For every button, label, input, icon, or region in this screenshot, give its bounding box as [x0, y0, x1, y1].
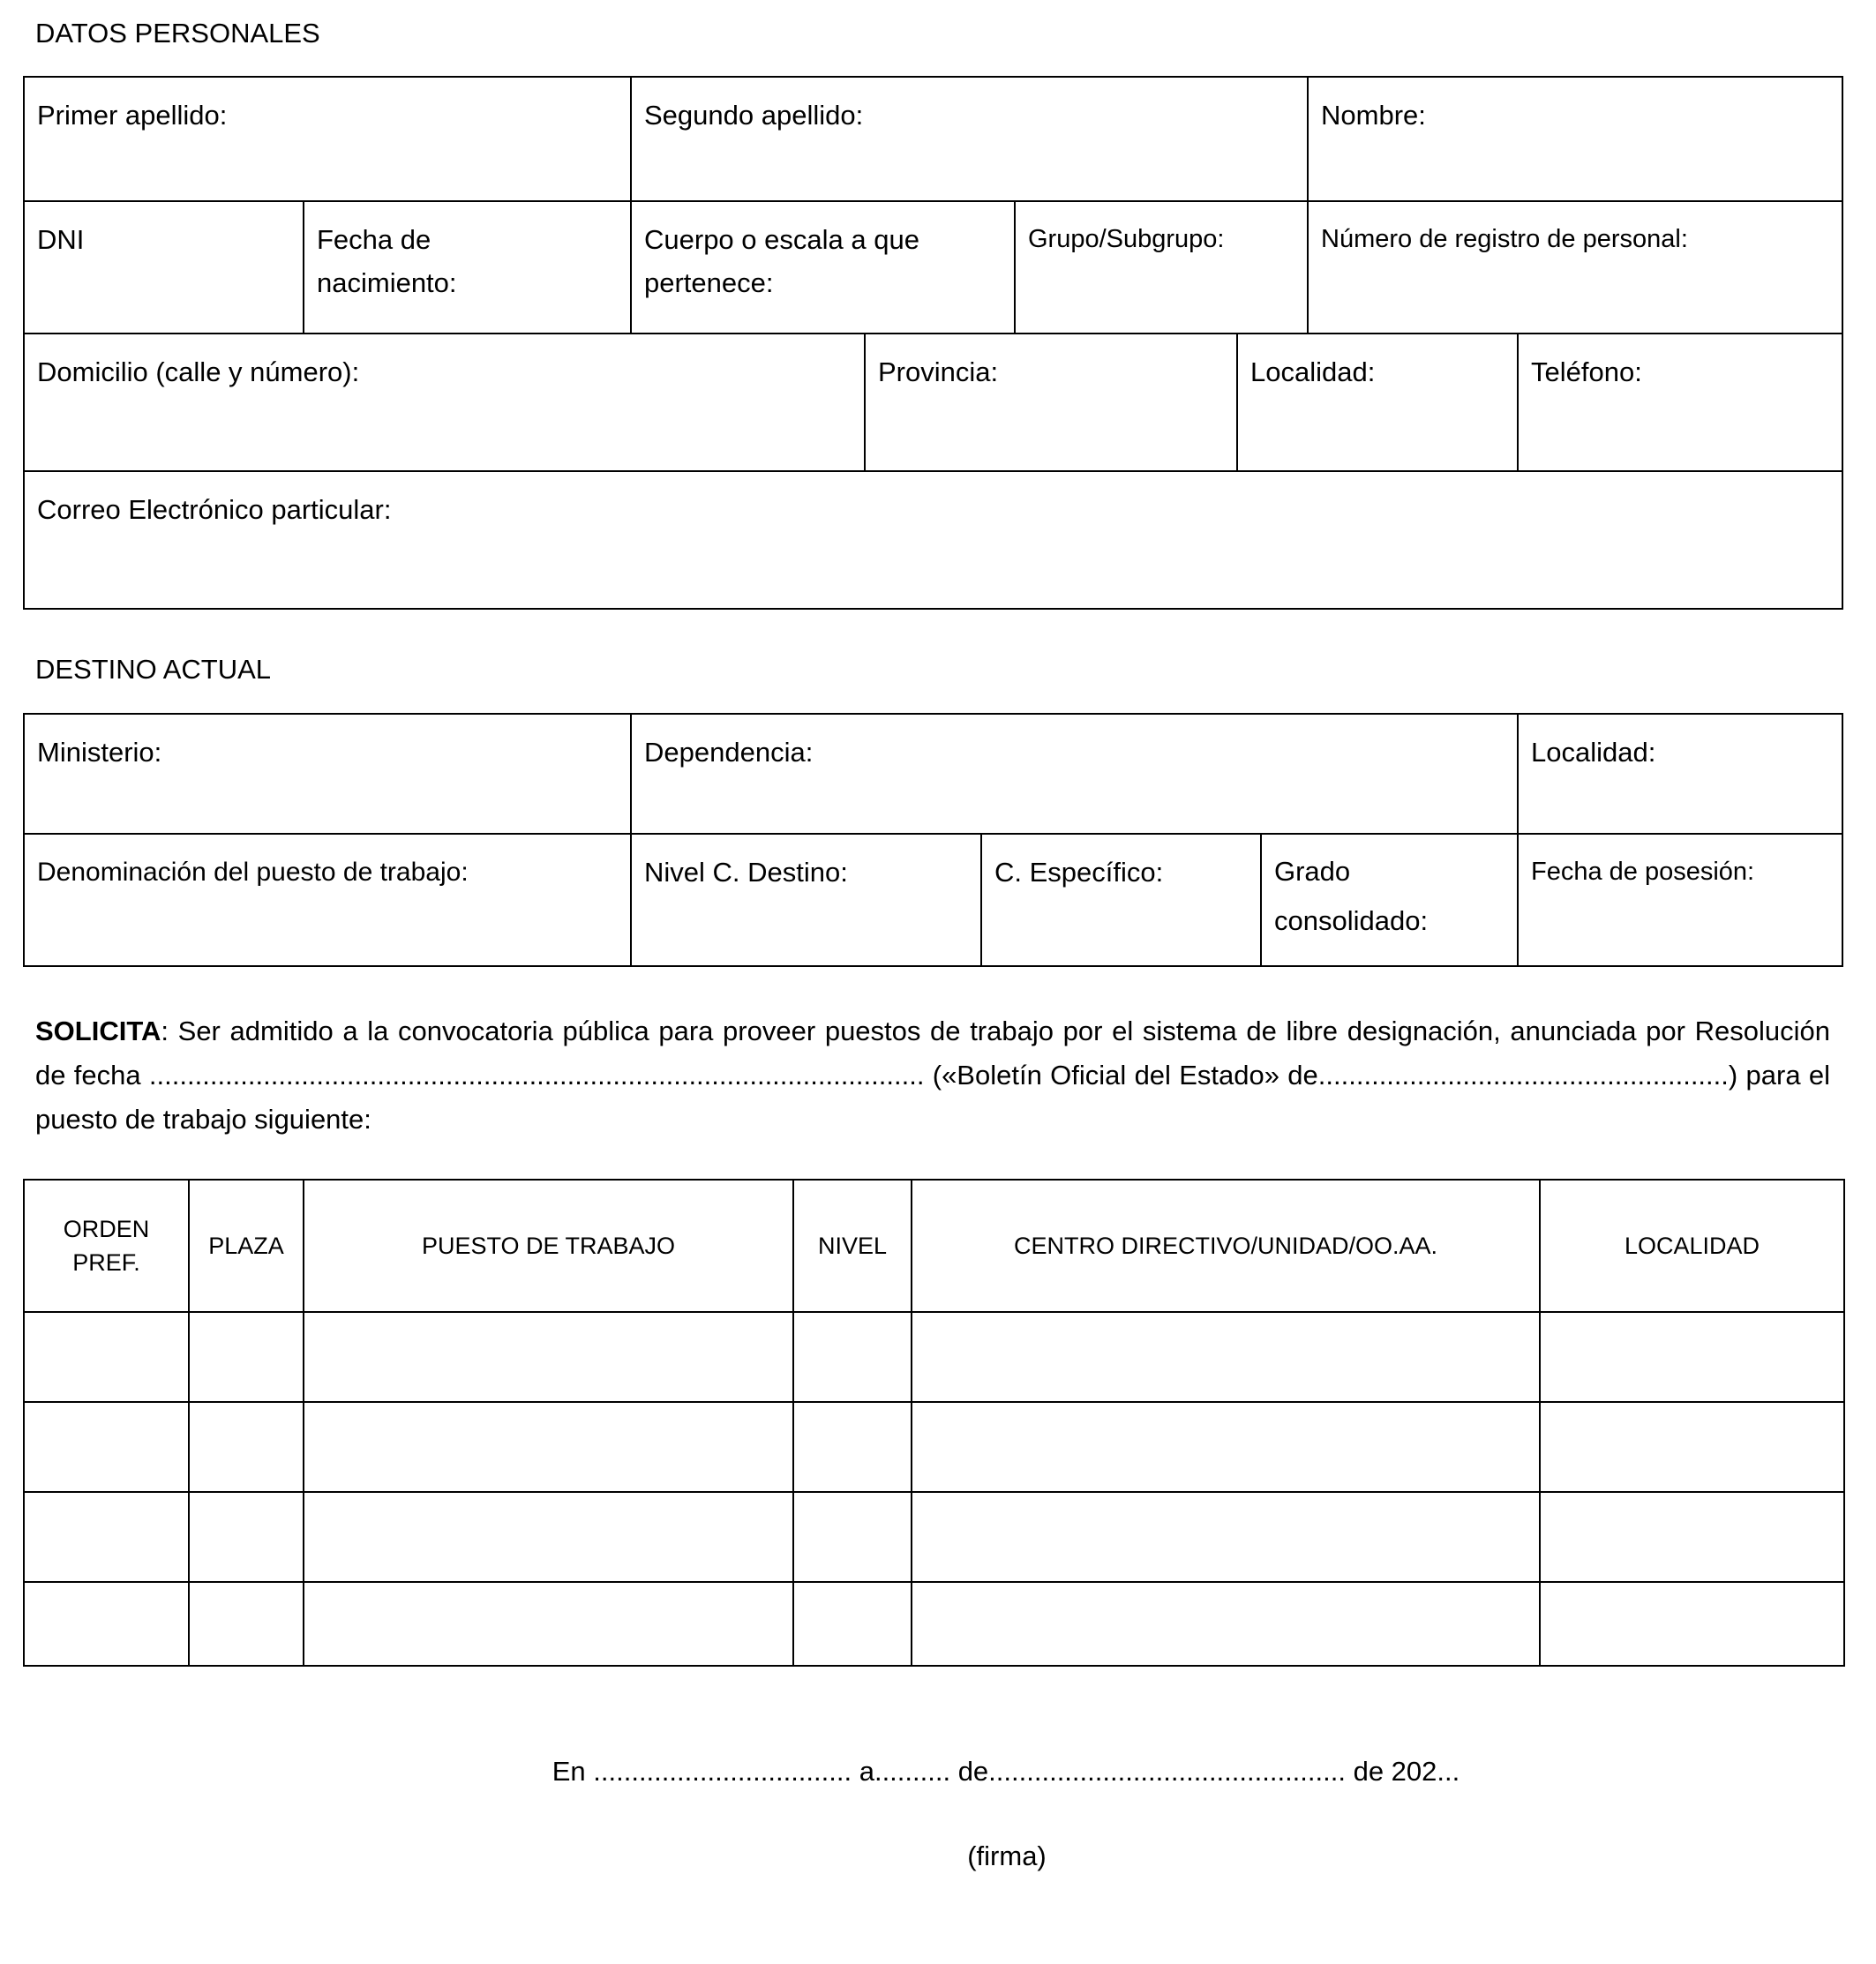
- field-nivel-destino[interactable]: Nivel C. Destino:: [630, 833, 982, 967]
- cell-nivel-row-1[interactable]: [792, 1311, 912, 1403]
- label: Localidad:: [1250, 356, 1376, 387]
- field-nombre[interactable]: Nombre:: [1307, 76, 1843, 202]
- field-numero-registro[interactable]: Número de registro de personal:: [1307, 200, 1843, 334]
- signature-label: (firma): [967, 1840, 1047, 1871]
- label: Fecha de posesión:: [1531, 858, 1755, 886]
- field-localidad-destino[interactable]: Localidad:: [1517, 713, 1843, 835]
- header-label: LOCALIDAD: [1624, 1233, 1760, 1259]
- cell-puesto-row-2[interactable]: [303, 1401, 794, 1493]
- cell-localidad-row-4[interactable]: [1539, 1581, 1845, 1667]
- label: Dependencia:: [644, 737, 814, 768]
- label: Teléfono:: [1531, 356, 1642, 387]
- cell-plaza-row-2[interactable]: [188, 1401, 304, 1493]
- field-dni[interactable]: DNI: [23, 200, 304, 334]
- label: Nombre:: [1321, 100, 1426, 131]
- cell-puesto-row-3[interactable]: [303, 1491, 794, 1583]
- cell-localidad-row-2[interactable]: [1539, 1401, 1845, 1493]
- cell-puesto-row-4[interactable]: [303, 1581, 794, 1667]
- label: Correo Electrónico particular:: [37, 494, 392, 525]
- label: Segundo apellido:: [644, 100, 864, 131]
- field-dependencia[interactable]: Dependencia:: [630, 713, 1519, 835]
- label: Grado consolidado:: [1274, 856, 1429, 936]
- field-segundo-apellido[interactable]: Segundo apellido:: [630, 76, 1309, 202]
- cell-centro-row-4[interactable]: [911, 1581, 1541, 1667]
- field-fecha-posesion[interactable]: Fecha de posesión:: [1517, 833, 1843, 967]
- header-label: ORDEN PREF.: [63, 1216, 150, 1276]
- label: Nivel C. Destino:: [644, 857, 848, 888]
- cell-nivel-row-4[interactable]: [792, 1581, 912, 1667]
- cell-orden-row-1[interactable]: [23, 1311, 190, 1403]
- cell-centro-row-2[interactable]: [911, 1401, 1541, 1493]
- cell-plaza-row-3[interactable]: [188, 1491, 304, 1583]
- cell-nivel-row-2[interactable]: [792, 1401, 912, 1493]
- header-label: NIVEL: [817, 1233, 888, 1259]
- cell-nivel-row-3[interactable]: [792, 1491, 912, 1583]
- label: Domicilio (calle y número):: [37, 356, 360, 387]
- field-denominacion[interactable]: Denominación del puesto de trabajo:: [23, 833, 632, 967]
- label: Fecha de nacimiento:: [317, 224, 457, 298]
- field-ministerio[interactable]: Ministerio:: [23, 713, 632, 835]
- cell-puesto-row-1[interactable]: [303, 1311, 794, 1403]
- field-domicilio[interactable]: Domicilio (calle y número):: [23, 333, 866, 472]
- field-cuerpo-escala[interactable]: Cuerpo o escala a que pertenece:: [630, 200, 1016, 334]
- section-title-destino-actual: DESTINO ACTUAL: [35, 654, 271, 685]
- field-especifico[interactable]: C. Específico:: [980, 833, 1262, 967]
- header-label: PUESTO DE TRABAJO: [421, 1233, 676, 1259]
- header-plaza: PLAZA: [188, 1179, 304, 1313]
- header-orden: ORDEN PREF.: [23, 1179, 190, 1313]
- cell-centro-row-1[interactable]: [911, 1311, 1541, 1403]
- cell-orden-row-2[interactable]: [23, 1401, 190, 1493]
- header-label: CENTRO DIRECTIVO/UNIDAD/OO.AA.: [1013, 1233, 1438, 1259]
- cell-centro-row-3[interactable]: [911, 1491, 1541, 1583]
- place-date-line: En .................................. a.…: [552, 1756, 1460, 1787]
- label: Localidad:: [1531, 737, 1656, 768]
- field-grupo-subgrupo[interactable]: Grupo/Subgrupo:: [1014, 200, 1309, 334]
- label: Número de registro de personal:: [1321, 225, 1688, 253]
- header-puesto: PUESTO DE TRABAJO: [303, 1179, 794, 1313]
- label: Grupo/Subgrupo:: [1028, 225, 1225, 253]
- cell-localidad-row-3[interactable]: [1539, 1491, 1845, 1583]
- field-correo[interactable]: Correo Electrónico particular:: [23, 470, 1843, 610]
- label: DNI: [37, 224, 85, 255]
- cell-orden-row-4[interactable]: [23, 1581, 190, 1667]
- label: Cuerpo o escala a que pertenece:: [644, 224, 919, 298]
- label: Denominación del puesto de trabajo:: [37, 858, 469, 887]
- field-grado[interactable]: Grado consolidado:: [1260, 833, 1519, 967]
- field-localidad[interactable]: Localidad:: [1236, 333, 1519, 472]
- solicita-paragraph: SOLICITA: Ser admitido a la convocatoria…: [35, 1009, 1830, 1142]
- header-centro: CENTRO DIRECTIVO/UNIDAD/OO.AA.: [911, 1179, 1541, 1313]
- header-label: PLAZA: [208, 1233, 284, 1259]
- header-localidad: LOCALIDAD: [1539, 1179, 1845, 1313]
- solicita-text: : Ser admitido a la convocatoria pública…: [35, 1016, 1830, 1135]
- field-telefono[interactable]: Teléfono:: [1517, 333, 1843, 472]
- field-fecha-nacimiento[interactable]: Fecha de nacimiento:: [303, 200, 632, 334]
- field-provincia[interactable]: Provincia:: [864, 333, 1238, 472]
- label: Provincia:: [878, 356, 999, 387]
- cell-orden-row-3[interactable]: [23, 1491, 190, 1583]
- field-primer-apellido[interactable]: Primer apellido:: [23, 76, 632, 202]
- label: C. Específico:: [994, 857, 1164, 888]
- solicita-label: SOLICITA: [35, 1016, 161, 1046]
- label: Primer apellido:: [37, 100, 228, 131]
- section-title-datos-personales: DATOS PERSONALES: [35, 18, 320, 49]
- cell-plaza-row-4[interactable]: [188, 1581, 304, 1667]
- label: Ministerio:: [37, 737, 162, 768]
- cell-localidad-row-1[interactable]: [1539, 1311, 1845, 1403]
- cell-plaza-row-1[interactable]: [188, 1311, 304, 1403]
- header-nivel: NIVEL: [792, 1179, 912, 1313]
